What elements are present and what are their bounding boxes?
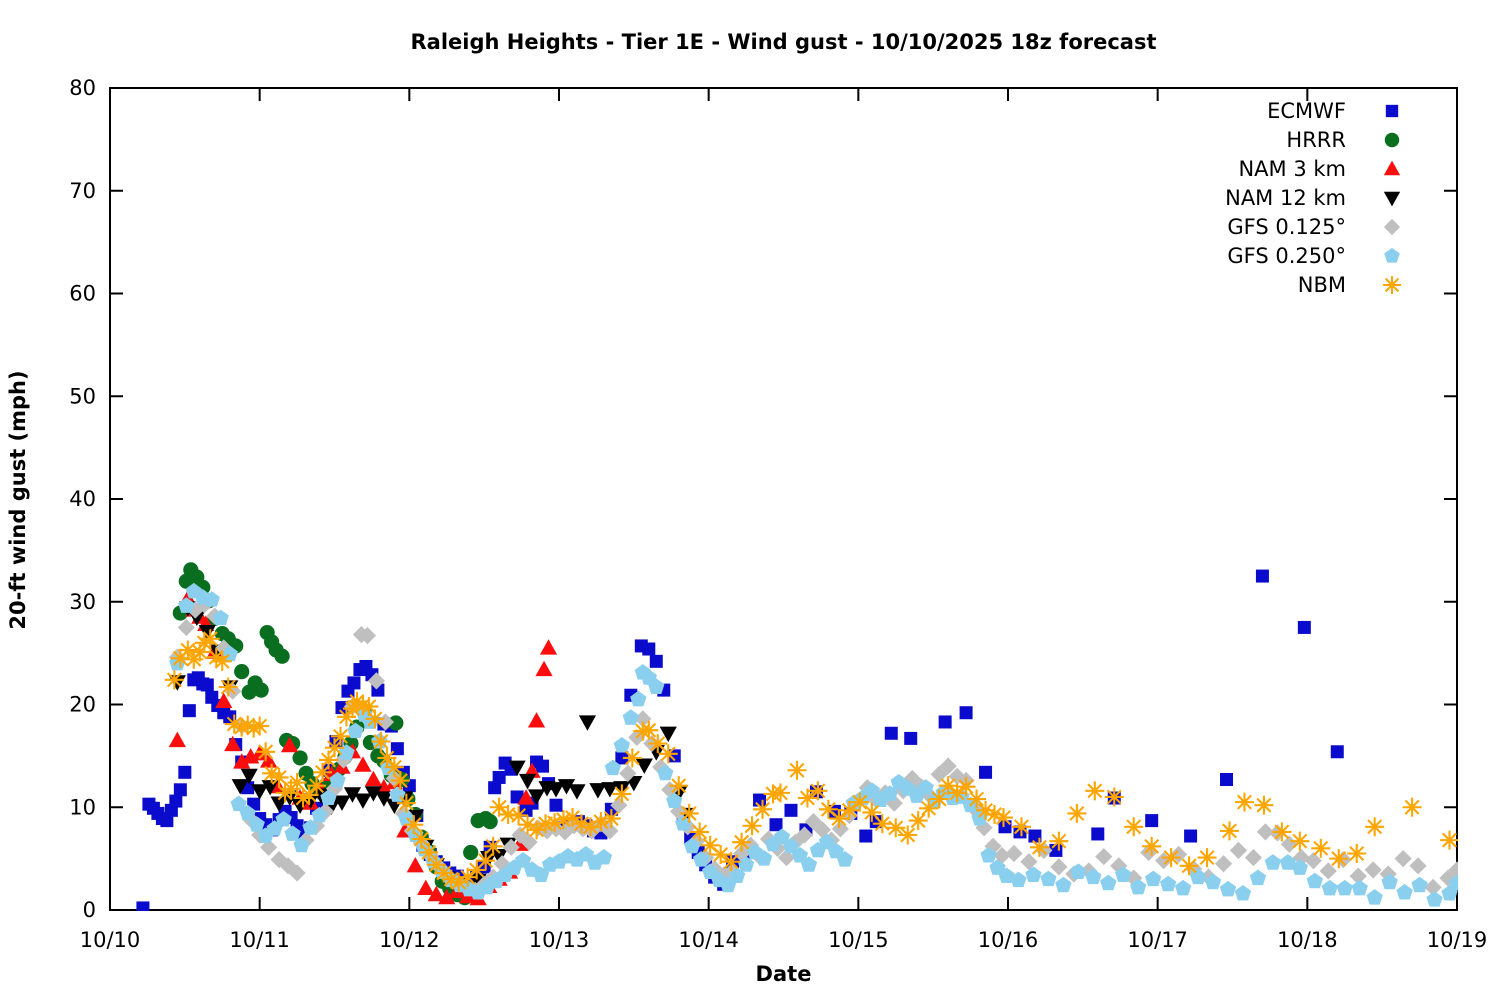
svg-text:30: 30 <box>69 590 96 614</box>
legend-label: NBM <box>1297 272 1346 297</box>
svg-text:10/12: 10/12 <box>379 928 440 952</box>
y-axis-ticks: 0 10 20 30 40 50 60 70 80 <box>69 76 1457 922</box>
legend-label: ECMWF <box>1267 98 1346 123</box>
legend-label: GFS 0.250° <box>1227 243 1346 268</box>
legend-item-nam12km: NAM 12 km <box>1225 183 1404 212</box>
legend: ECMWF HRRR NAM 3 km NAM 12 km GFS 0.125°… <box>1225 96 1404 299</box>
legend-label: NAM 3 km <box>1238 156 1346 181</box>
svg-text:10/15: 10/15 <box>828 928 889 952</box>
svg-text:10/18: 10/18 <box>1277 928 1338 952</box>
x-axis-label: Date <box>755 962 812 986</box>
svg-text:10/19: 10/19 <box>1427 928 1488 952</box>
svg-text:50: 50 <box>69 384 96 408</box>
svg-text:10/17: 10/17 <box>1127 928 1188 952</box>
svg-text:10/10: 10/10 <box>80 928 141 952</box>
legend-item-nam3km: NAM 3 km <box>1225 154 1404 183</box>
legend-label: GFS 0.125° <box>1227 214 1346 239</box>
svg-text:20: 20 <box>69 693 96 717</box>
svg-text:10/14: 10/14 <box>678 928 739 952</box>
svg-text:10/11: 10/11 <box>229 928 290 952</box>
diamond-marker-icon <box>1383 218 1401 235</box>
legend-label: NAM 12 km <box>1225 185 1346 210</box>
triangle-down-marker-icon <box>1383 191 1401 206</box>
svg-text:10: 10 <box>69 795 96 819</box>
legend-item-hrrr: HRRR <box>1225 125 1404 154</box>
legend-item-nbm: NBM <box>1225 270 1404 299</box>
svg-text:0: 0 <box>83 898 96 922</box>
svg-text:40: 40 <box>69 487 96 511</box>
pentagon-marker-icon <box>1384 247 1400 263</box>
triangle-up-marker-icon <box>1383 160 1401 175</box>
svg-text:70: 70 <box>69 179 96 203</box>
y-axis-label: 20-ft wind gust (mph) <box>6 370 30 630</box>
series-nbm <box>164 629 1458 892</box>
svg-text:10/16: 10/16 <box>978 928 1039 952</box>
legend-item-ecmwf: ECMWF <box>1225 96 1404 125</box>
square-marker-icon <box>1385 104 1399 117</box>
svg-text:80: 80 <box>69 76 96 100</box>
asterisk-marker-icon <box>1382 275 1402 294</box>
legend-item-gfs0250: GFS 0.250° <box>1225 241 1404 270</box>
legend-label: HRRR <box>1286 127 1346 152</box>
svg-text:60: 60 <box>69 282 96 306</box>
chart-title: Raleigh Heights - Tier 1E - Wind gust - … <box>410 30 1157 54</box>
legend-item-gfs0125: GFS 0.125° <box>1225 212 1404 241</box>
x-axis-ticks: 10/10 10/11 10/12 10/13 10/14 10/15 10/16 10/17… <box>80 88 1488 952</box>
circle-marker-icon <box>1384 132 1400 147</box>
svg-text:10/13: 10/13 <box>529 928 590 952</box>
